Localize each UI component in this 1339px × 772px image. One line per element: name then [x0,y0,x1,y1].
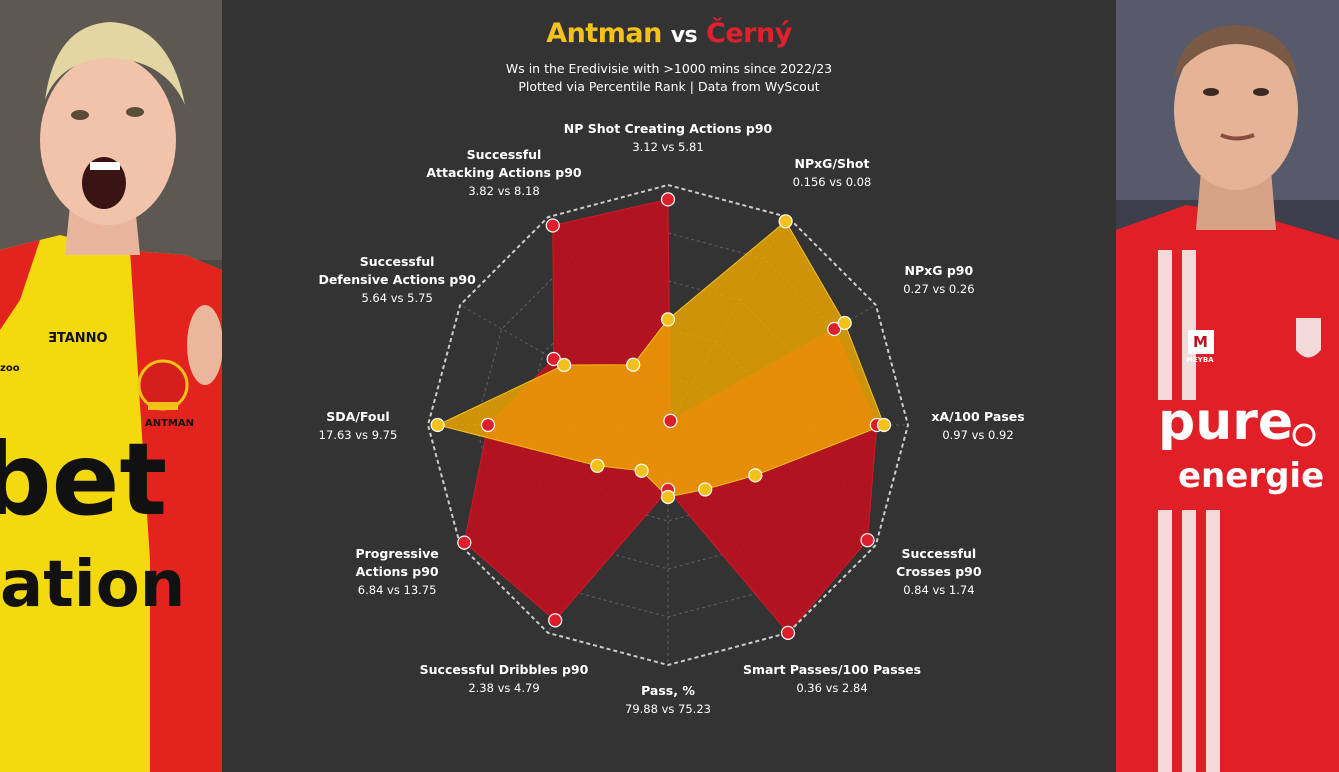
data-point-cerny [480,417,496,433]
axis-value-label: 0.27 vs 0.26 [903,282,974,296]
data-point-antman [778,214,793,229]
axis-label: Defensive Actions p90 [318,272,476,287]
axis-label: NP Shot Creating Actions p90 [564,121,773,136]
right-chest-badge: M [1193,333,1208,351]
axis-value-label: 6.84 vs 13.75 [358,583,437,597]
axis-value-label: 0.36 vs 2.84 [796,681,867,695]
axis-label: Progressive [355,546,438,561]
axis-label: SDA/Foul [326,409,389,424]
data-point-cerny [827,321,842,337]
data-point-antman [634,463,649,478]
player-right-photo: M MEYBA pure energie [1116,0,1339,772]
chart-subtitle-line1: Ws in the Eredivisie with >1000 mins sin… [505,61,833,76]
radar-svg: NP Shot Creating Actions p90 3.12 vs 5.81… [318,121,1024,716]
grid-ring-60 [523,280,813,570]
axis-label: Pass, % [641,683,695,698]
data-point-cerny [660,192,676,207]
data-point-antman [748,468,763,483]
data-point-cerny [545,218,560,233]
axis-value-label: 0.84 vs 1.74 [903,583,974,597]
axis-value-label: 0.97 vs 0.92 [942,428,1013,442]
right-chest-text: MEYBA [1186,356,1214,364]
left-corner-text: zoo [0,363,20,374]
data-point-antman [837,315,852,331]
data-point-cerny [780,625,796,640]
axis-label: xA/100 Pases [931,409,1024,424]
axis-label: Crosses p90 [896,564,982,579]
radar-chart-panel: Antman vs Černý Ws in the Eredivisie wit… [222,0,1116,772]
data-point-antman [660,312,676,327]
axis-label: Actions p90 [356,564,439,579]
data-point-antman [556,357,572,373]
right-sponsor-line1: pure [1158,392,1294,452]
title-player2: Černý [706,18,792,49]
axis-label: Smart Passes/100 Passes [743,662,921,677]
grid-ring-outer [426,183,910,667]
data-point-cerny [860,533,875,548]
data-point-antman [698,482,713,497]
left-sponsor-line2: ation [0,548,186,622]
player-right-illustration [1116,0,1339,772]
axis-value-label: 2.38 vs 4.79 [468,681,539,695]
left-shirt-name: ANTMAN [145,418,194,429]
left-shirt-brand: ƎTANNO [48,331,108,346]
title-vs: vs [670,23,698,48]
axis-label: NPxG/Shot [795,156,870,171]
axis-value-label: 0.156 vs 0.08 [793,175,872,189]
title-player1: Antman [546,18,662,49]
data-point-antman [626,357,641,372]
axis-label: Successful [467,147,542,162]
right-sponsor-line2: energie [1178,456,1325,496]
axis-value-label: 17.63 vs 9.75 [319,428,398,442]
axis-value-label: 3.82 vs 8.18 [468,184,539,198]
axis-value-label: 3.12 vs 5.81 [632,140,703,154]
axis-label: Successful Dribbles p90 [420,662,589,677]
data-point-antman [430,417,445,433]
axis-label: NPxG p90 [905,263,974,278]
data-point-antman [876,417,892,433]
chart-title: Antman vs Černý [222,18,1116,49]
data-point-antman [590,458,605,473]
data-point-cerny [548,613,563,628]
axis-value-label: 79.88 vs 75.23 [625,702,711,716]
data-point-cerny [546,351,561,367]
axis-label: Attacking Actions p90 [426,165,582,180]
axis-value-label: 5.64 vs 5.75 [361,291,432,305]
data-point-cerny [663,413,678,428]
axis-label: Successful [902,546,977,561]
data-point-antman [660,489,676,505]
left-sponsor-line1: bet [0,421,168,538]
axis-label: Successful [360,254,435,269]
player-left-illustration [0,0,222,772]
chart-subtitle-line2: Plotted via Percentile Rank | Data from … [518,79,820,94]
data-point-cerny [457,535,472,550]
player-left-photo: ƎTANNO ANTMAN zoo bet ation [0,0,222,772]
